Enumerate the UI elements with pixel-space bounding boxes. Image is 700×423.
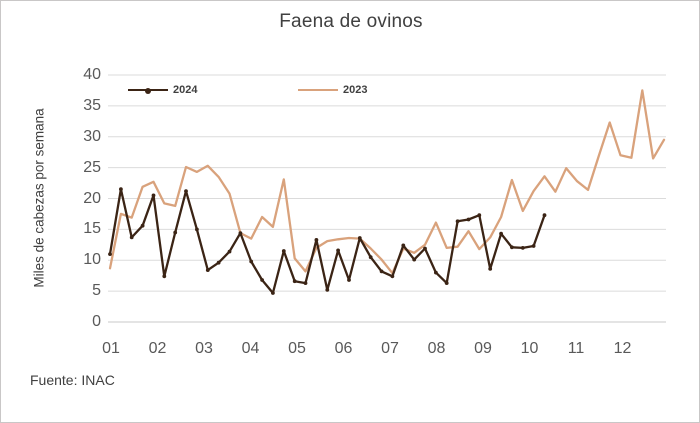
x-tick-label-09: 09 — [474, 340, 492, 357]
data-point-2024 — [119, 187, 123, 192]
data-point-2024 — [184, 189, 188, 194]
y-tick-label-40: 40 — [83, 66, 101, 83]
data-point-2024 — [140, 223, 145, 228]
source-note: Fuente: INAC — [30, 372, 115, 388]
data-point-2024 — [531, 244, 536, 248]
x-tick-label-03: 03 — [195, 340, 213, 357]
x-tick-label-10: 10 — [520, 340, 539, 357]
data-point-2024 — [314, 238, 319, 242]
legend-item-2023: 2023 — [298, 82, 367, 98]
x-tick-label-02: 02 — [148, 340, 167, 357]
data-point-2024 — [260, 278, 264, 282]
data-point-2024 — [347, 278, 351, 282]
data-point-2024 — [390, 274, 395, 279]
legend-line-2023-icon — [298, 89, 338, 91]
data-point-2024 — [227, 249, 232, 254]
data-point-2024 — [151, 193, 156, 198]
data-point-2024 — [357, 236, 362, 240]
data-point-2024 — [238, 231, 243, 236]
legend-line-2024-icon — [128, 88, 168, 94]
data-point-2024 — [195, 227, 199, 232]
y-tick-label-20: 20 — [83, 189, 101, 207]
data-point-2024 — [444, 281, 449, 285]
y-tick-label-15: 15 — [83, 220, 101, 238]
data-point-2024 — [162, 274, 167, 279]
x-tick-label-06: 06 — [334, 340, 353, 357]
x-tick-label-01: 01 — [102, 340, 120, 357]
data-point-2024 — [216, 260, 221, 265]
y-tick-label-10: 10 — [83, 251, 101, 269]
data-point-2024 — [325, 288, 330, 292]
data-point-2024 — [542, 213, 547, 218]
data-point-2024 — [466, 217, 471, 222]
chart-title: Faena de ovinos — [279, 11, 423, 32]
data-point-2024 — [477, 213, 482, 218]
data-point-2024 — [488, 267, 493, 271]
data-point-2024 — [510, 245, 514, 250]
x-tick-label-07: 07 — [381, 340, 399, 357]
x-tick-label-12: 12 — [613, 340, 632, 357]
y-tick-label-25: 25 — [83, 158, 101, 176]
x-tick-label-04: 04 — [241, 340, 260, 357]
legend-label-2023: 2023 — [343, 84, 368, 96]
data-point-2024 — [401, 243, 406, 248]
y-tick-label-35: 35 — [83, 96, 101, 114]
data-point-2024 — [434, 270, 438, 275]
data-point-2024 — [368, 255, 373, 260]
legend-label-2024: 2024 — [173, 84, 198, 96]
data-point-2024 — [379, 269, 384, 274]
data-point-2024 — [249, 259, 254, 264]
data-point-2024 — [271, 291, 275, 295]
data-point-2024 — [499, 231, 503, 236]
x-tick-label-08: 08 — [427, 340, 446, 357]
data-point-2024 — [129, 235, 134, 240]
data-point-2024 — [205, 268, 210, 272]
data-point-2024 — [108, 252, 112, 256]
data-point-2024 — [173, 230, 178, 235]
data-point-2024 — [520, 246, 525, 250]
data-point-2024 — [281, 249, 286, 253]
data-point-2024 — [303, 281, 308, 285]
x-tick-label-05: 05 — [288, 340, 306, 357]
y-tick-label-0: 0 — [92, 313, 101, 330]
data-point-2024 — [423, 246, 427, 251]
data-point-2024 — [412, 257, 417, 262]
x-tick-label-11: 11 — [567, 340, 585, 357]
legend-marker-2024-icon — [145, 88, 151, 94]
series-line-2023 — [108, 89, 666, 275]
y-tick-label-30: 30 — [83, 127, 101, 145]
legend-item-2024: 2024 — [128, 82, 197, 98]
data-point-2024 — [292, 279, 297, 284]
y-tick-label-5: 5 — [92, 282, 101, 300]
data-point-2024 — [455, 219, 460, 224]
data-point-2024 — [336, 248, 340, 253]
